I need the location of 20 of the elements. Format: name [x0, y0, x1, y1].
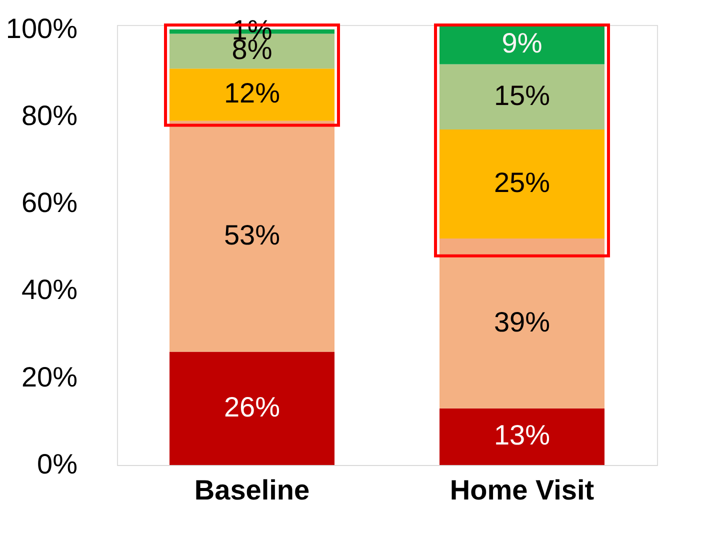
bar — [440, 408, 604, 465]
x-tick-label: Home Visit — [450, 474, 594, 506]
y-tick-label: 80% — [21, 100, 78, 131]
data-label: 12% — [224, 78, 280, 109]
data-label: 53% — [224, 219, 280, 250]
y-tick-label: 20% — [21, 361, 78, 392]
data-label: 15% — [494, 80, 550, 111]
data-label: 25% — [494, 167, 550, 198]
data-label: 26% — [224, 391, 280, 422]
y-tick-label: 0% — [37, 448, 78, 480]
y-tick-label: 100% — [6, 12, 78, 44]
bar — [440, 25, 604, 64]
y-tick-label: 60% — [21, 187, 78, 218]
y-tick-label: 40% — [21, 274, 78, 306]
data-label: 39% — [494, 306, 550, 338]
x-tick-label: Baseline — [194, 474, 310, 506]
data-label: 13% — [494, 420, 550, 451]
bar — [440, 64, 604, 130]
bar — [170, 352, 334, 465]
data-label: 9% — [502, 28, 542, 59]
